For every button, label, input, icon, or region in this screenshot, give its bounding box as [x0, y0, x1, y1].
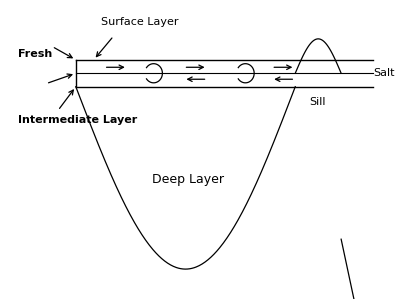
Text: Intermediate Layer: Intermediate Layer	[18, 115, 137, 125]
Text: Surface Layer: Surface Layer	[101, 17, 178, 27]
Text: Salt: Salt	[373, 68, 395, 78]
Text: Deep Layer: Deep Layer	[152, 173, 223, 186]
Text: Fresh: Fresh	[18, 49, 52, 59]
Text: Sill: Sill	[309, 97, 326, 107]
